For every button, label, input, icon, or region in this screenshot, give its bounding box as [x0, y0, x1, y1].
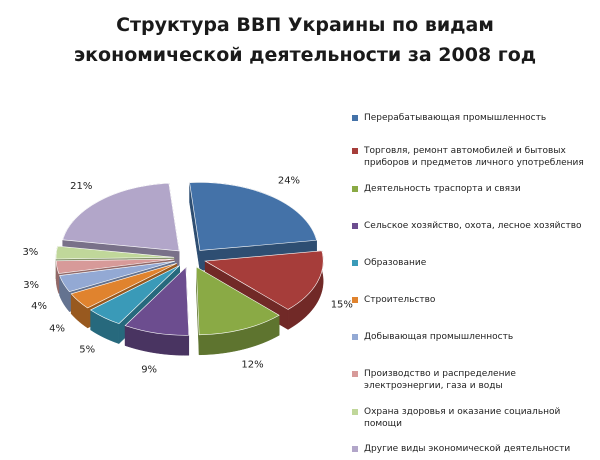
legend-item-3: Деятельность траспорта и связи — [352, 183, 592, 195]
legend-label: Строительство — [364, 295, 436, 305]
legend-swatch — [352, 446, 358, 452]
legend-swatch — [352, 186, 358, 192]
legend-item-9: Охрана здоровья и оказание социальной по… — [352, 406, 592, 430]
legend-label: Добывающая промышленность — [364, 332, 514, 342]
legend-item-4: Сельское хозяйство, охота, лесное хозяйс… — [352, 220, 592, 232]
legend-swatch — [352, 148, 358, 154]
chart-title-line-1: Структура ВВП Украины по видам — [116, 14, 494, 36]
legend-item-2: Торговля, ремонт автомобилей и бытовых п… — [352, 145, 592, 169]
data-label-4: 9% — [141, 364, 157, 375]
data-label-8: 3% — [23, 280, 39, 291]
data-label-10: 21% — [70, 181, 92, 192]
legend-item-1: Перерабатывающая промышленность — [352, 112, 592, 124]
legend-label: Перерабатывающая промышленность — [364, 113, 547, 123]
legend-swatch — [352, 334, 358, 340]
legend-swatch — [352, 260, 358, 266]
pie-slice-4 — [124, 266, 190, 356]
legend-label: Деятельность траспорта и связи — [364, 184, 521, 194]
legend-label: Образование — [364, 258, 427, 268]
legend-swatch — [352, 371, 358, 377]
data-label-2: 15% — [331, 299, 353, 310]
legend-item-7: Добывающая промышленность — [352, 331, 592, 343]
legend-label: Производство и распределение электроэнер… — [364, 369, 516, 391]
legend-swatch — [352, 297, 358, 303]
legend-item-8: Производство и распределение электроэнер… — [352, 368, 592, 392]
data-label-7: 4% — [31, 301, 47, 312]
legend-item-5: Образование — [352, 257, 592, 269]
legend-label: Другие виды экономической деятельности — [364, 444, 571, 454]
legend-swatch — [352, 223, 358, 229]
data-label-9: 3% — [22, 247, 38, 258]
chart-title: Структура ВВП Украины по видам экономиче… — [60, 10, 550, 70]
legend-label: Сельское хозяйство, охота, лесное хозяйс… — [364, 221, 582, 231]
legend-label: Торговля, ремонт автомобилей и бытовых п… — [364, 146, 584, 168]
data-label-6: 4% — [49, 323, 65, 334]
chart-title-line-2: экономической деятельности за 2008 год — [73, 44, 537, 66]
legend-item-10: Другие виды экономической деятельности — [352, 443, 592, 455]
data-label-5: 5% — [79, 344, 95, 355]
data-label-1: 24% — [278, 176, 300, 187]
data-label-3: 12% — [241, 360, 263, 371]
chart-legend: Перерабатывающая промышленность Торговля,… — [352, 0, 592, 460]
legend-swatch — [352, 115, 358, 121]
legend-swatch — [352, 409, 358, 415]
pie-slice-3 — [195, 266, 280, 356]
legend-label: Охрана здоровья и оказание социальной по… — [364, 407, 561, 429]
legend-item-6: Строительство — [352, 294, 592, 306]
